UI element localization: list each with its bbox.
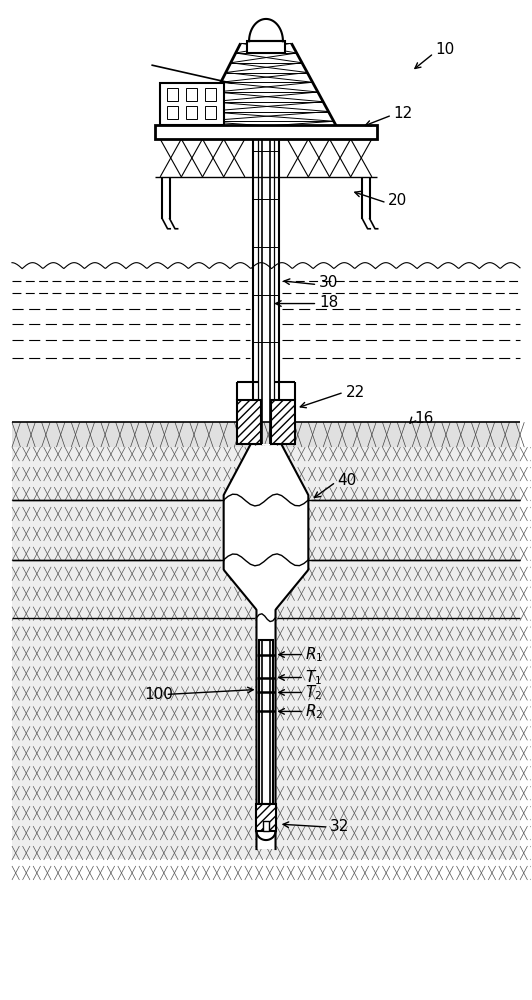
Bar <box>12 784 520 859</box>
Bar <box>256 804 276 831</box>
Text: 100: 100 <box>144 687 173 702</box>
Bar <box>167 88 178 101</box>
Bar <box>155 125 377 139</box>
Text: $R_1$: $R_1$ <box>305 645 323 664</box>
Bar <box>271 400 295 444</box>
Text: 22: 22 <box>345 385 364 400</box>
Bar <box>186 88 197 101</box>
Text: 16: 16 <box>414 411 434 426</box>
Polygon shape <box>223 445 309 849</box>
Bar <box>259 640 273 804</box>
Text: 20: 20 <box>388 193 407 208</box>
Text: $T_2$: $T_2$ <box>305 683 322 702</box>
Bar <box>205 88 216 101</box>
Text: 30: 30 <box>319 275 338 290</box>
Bar <box>186 106 197 119</box>
Text: 32: 32 <box>329 819 349 834</box>
Text: 18: 18 <box>319 295 338 310</box>
Bar <box>12 422 520 447</box>
Text: 12: 12 <box>393 106 412 121</box>
Text: 40: 40 <box>337 473 356 488</box>
Text: $R_2$: $R_2$ <box>305 702 323 721</box>
Bar <box>205 106 216 119</box>
Bar <box>167 106 178 119</box>
Text: 10: 10 <box>435 42 455 57</box>
Bar <box>12 447 520 859</box>
Text: $T_1$: $T_1$ <box>305 668 322 687</box>
Bar <box>263 821 269 831</box>
Bar <box>237 400 261 444</box>
Bar <box>247 41 285 53</box>
Bar <box>160 83 223 125</box>
